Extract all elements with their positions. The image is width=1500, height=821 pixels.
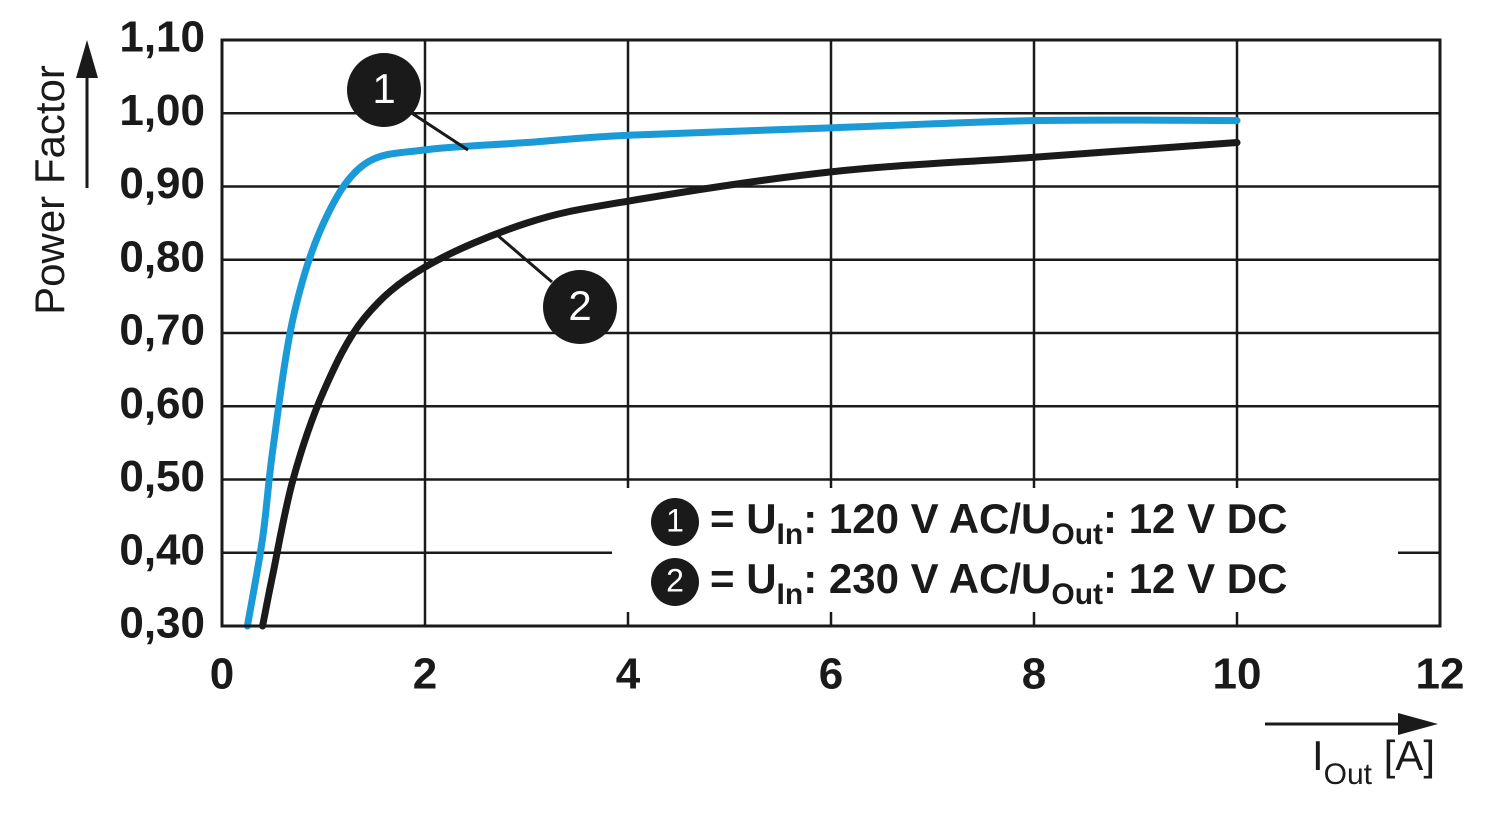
x-tick-label: 0: [210, 650, 234, 699]
x-tick-label: 12: [1416, 650, 1465, 699]
legend-part: : 12 V DC: [1103, 495, 1287, 542]
y-tick-label: 0,60: [119, 379, 205, 428]
y-axis-arrowhead: [76, 40, 98, 78]
callout-leader: [409, 110, 469, 152]
callout-circle: [543, 270, 617, 344]
y-axis-label: Power Factor: [26, 65, 73, 315]
legend-text: = UIn: 120 V AC/UOut: 12 V DC: [710, 495, 1287, 551]
x-axis-arrowhead: [1398, 713, 1438, 735]
callout-label: 1: [372, 65, 395, 112]
legend-part: = U: [710, 495, 777, 542]
legend-marker: [651, 558, 699, 606]
legend-marker-label: 1: [666, 502, 684, 538]
legend: 1 = UIn: 120 V AC/UOut: 12 V DC 2 = UIn:…: [651, 495, 1287, 611]
legend-marker: [651, 498, 699, 546]
y-tick-label: 1,10: [119, 13, 205, 62]
legend-part: : 230 V AC/U: [803, 555, 1051, 602]
x-tick-label: 2: [413, 650, 437, 699]
legend-sub: Out: [1051, 518, 1103, 551]
plot-frame: [220, 38, 1442, 628]
lines: [243, 116, 1241, 630]
legend-text: = UIn: 230 V AC/UOut: 12 V DC: [710, 555, 1287, 611]
series-line: [259, 139, 1241, 630]
x-tick-label: 4: [616, 650, 641, 699]
y-tick-label: 0,40: [119, 525, 205, 574]
y-tick-label: 0,80: [119, 232, 205, 281]
x-label-part: I: [1312, 732, 1324, 779]
callout-label: 2: [568, 282, 591, 329]
y-tick-label: 0,90: [119, 159, 205, 208]
y-tick-label: 1,00: [119, 86, 205, 135]
series-line: [243, 116, 1241, 630]
legend-sub: In: [777, 578, 804, 611]
legend-marker-label: 2: [666, 562, 684, 598]
y-tick-label: 0,70: [119, 306, 205, 355]
legend-part: = U: [710, 555, 777, 602]
legend-part: : 120 V AC/U: [803, 495, 1051, 542]
callout-circle: [347, 53, 421, 127]
legend-sub: In: [777, 518, 804, 551]
legend-sub: Out: [1051, 578, 1103, 611]
y-tick-label: 0,30: [119, 599, 205, 648]
callout-leader: [495, 232, 553, 284]
x-tick-label: 10: [1213, 650, 1262, 699]
x-label-sub: Out: [1324, 758, 1373, 791]
legend-box: [612, 488, 1398, 612]
legend-part: : 12 V DC: [1103, 555, 1287, 602]
x-axis-label: IOut [A]: [1312, 732, 1435, 791]
x-tick-label: 8: [1022, 650, 1046, 699]
x-label-part: [A]: [1372, 732, 1435, 779]
x-tick-label: 6: [819, 650, 843, 699]
y-tick-label: 0,50: [119, 452, 205, 501]
